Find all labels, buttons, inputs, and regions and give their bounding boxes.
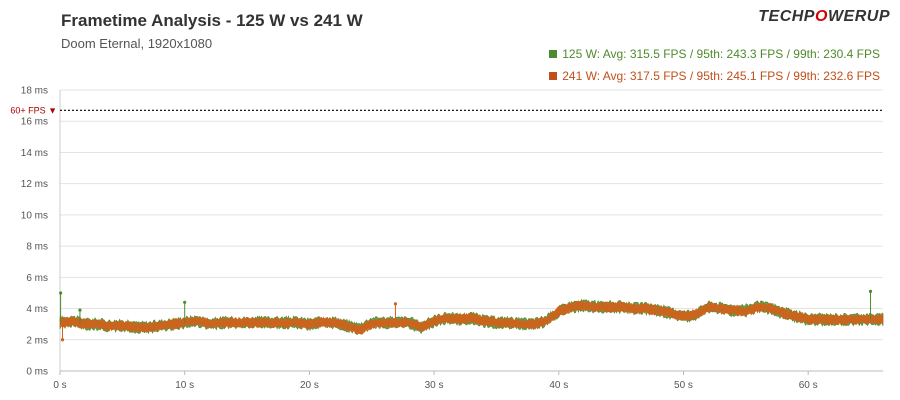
legend-label-241w: 241 W: Avg: 317.5 FPS / 95th: 245.1 FPS … (562, 69, 880, 83)
reference-label-60fps: 60+ FPS ▼ (10, 105, 57, 115)
y-tick-label: 12 ms (21, 179, 48, 190)
x-tick-label: 40 s (549, 380, 568, 391)
y-tick-label: 10 ms (21, 210, 48, 221)
x-tick-label: 10 s (175, 380, 194, 391)
x-tick-label: 0 s (53, 380, 66, 391)
y-tick-label: 0 ms (26, 367, 48, 378)
series-241w (59, 300, 884, 335)
y-tick-label: 18 ms (21, 86, 48, 97)
y-tick-label: 2 ms (26, 335, 48, 346)
y-tick-label: 14 ms (21, 148, 48, 159)
y-tick-label: 6 ms (26, 273, 48, 284)
logo-text-left: TECHP (758, 8, 815, 25)
legend-swatch-125w (549, 50, 558, 58)
x-tick-label: 30 s (425, 380, 444, 391)
spike-point (183, 300, 187, 304)
chart-title: Frametime Analysis - 125 W vs 241 W (61, 11, 363, 30)
spike-point (78, 308, 82, 312)
legend-item-241w: 241 W: Avg: 317.5 FPS / 95th: 245.1 FPS … (549, 69, 880, 83)
spike-point (60, 338, 65, 342)
y-tick-label: 4 ms (26, 304, 48, 315)
series-line (59, 304, 883, 331)
x-tick-label: 60 s (799, 380, 818, 391)
legend-label-125w: 125 W: Avg: 315.5 FPS / 95th: 243.3 FPS … (562, 47, 880, 61)
spike-point (868, 289, 873, 293)
y-tick-label: 16 ms (21, 117, 48, 128)
power-icon: O (814, 8, 828, 25)
spike-point (393, 302, 398, 306)
x-tick-label: 20 s (300, 380, 319, 391)
techpowerup-logo: TECHPOWERUP (758, 8, 890, 26)
legend-item-125w: 125 W: Avg: 315.5 FPS / 95th: 243.3 FPS … (549, 47, 880, 61)
chart-subtitle: Doom Eternal, 1920x1080 (61, 36, 213, 51)
y-tick-label: 8 ms (26, 242, 48, 253)
spike-point (59, 291, 63, 295)
x-tick-label: 50 s (674, 380, 693, 391)
legend-swatch-241w (549, 72, 558, 80)
logo-text-right: WERUP (827, 8, 890, 25)
